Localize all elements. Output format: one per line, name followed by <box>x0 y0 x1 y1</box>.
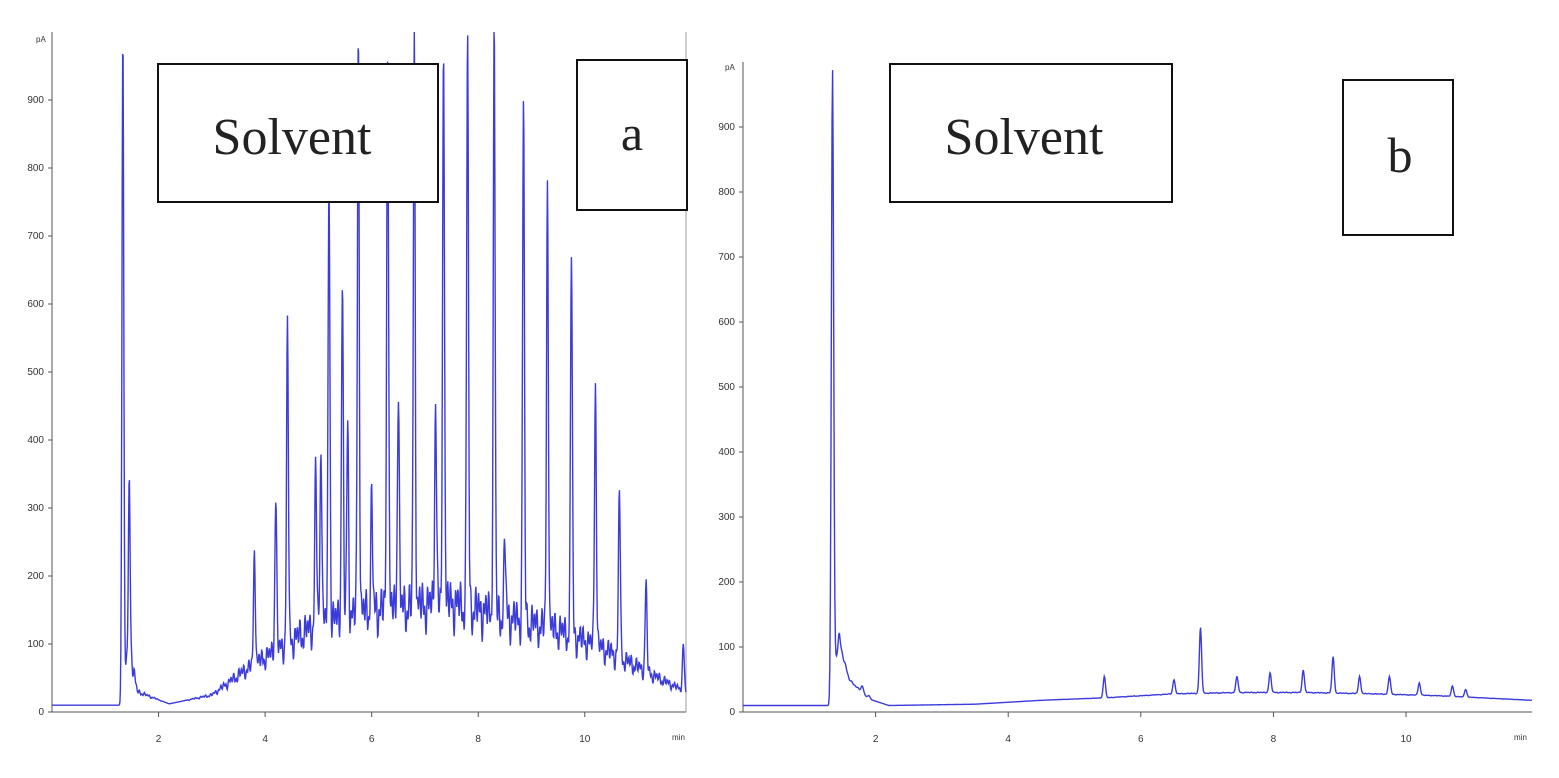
y-ticks: 0 100 200 300 400 500 600 700 800 900 <box>718 122 743 718</box>
x-ticks: 2 4 6 8 10 <box>873 712 1412 745</box>
panel-letter-box-b: b <box>1342 79 1454 236</box>
y-tick-label: 0 <box>38 707 44 718</box>
x-tick-label: 6 <box>369 734 375 745</box>
panel-letter-b: b <box>1388 127 1413 183</box>
y-tick-label: 200 <box>718 577 735 588</box>
x-unit-label: min <box>672 733 685 742</box>
y-tick-label: 900 <box>27 95 44 106</box>
x-tick-label: 8 <box>475 734 481 745</box>
x-tick-label: 10 <box>1400 734 1412 745</box>
y-tick-label: 600 <box>718 317 735 328</box>
y-tick-label: 700 <box>27 231 44 242</box>
y-ticks: 0 100 200 300 400 500 600 700 800 900 <box>27 95 52 718</box>
y-tick-label: 900 <box>718 122 735 133</box>
y-unit-label: pA <box>725 63 735 72</box>
y-tick-label: 700 <box>718 252 735 263</box>
y-unit-label: pA <box>36 35 46 44</box>
chromatogram-trace-a <box>52 31 687 706</box>
x-tick-label: 6 <box>1138 734 1144 745</box>
y-tick-label: 100 <box>718 642 735 653</box>
solvent-label-a: Solvent <box>213 109 372 166</box>
y-tick-label: 600 <box>27 299 44 310</box>
y-tick-label: 500 <box>27 367 44 378</box>
x-tick-label: 10 <box>579 734 591 745</box>
y-tick-label: 100 <box>27 639 44 650</box>
y-tick-label: 800 <box>718 187 735 198</box>
y-tick-label: 300 <box>27 503 44 514</box>
chromatogram-trace-b <box>743 70 1533 707</box>
y-tick-label: 800 <box>27 163 44 174</box>
panel-letter-box-a: a <box>576 59 688 211</box>
solvent-label-b: Solvent <box>945 109 1104 166</box>
solvent-label-box-a: Solvent <box>157 63 439 203</box>
x-tick-label: 2 <box>156 734 162 745</box>
chromatogram-panel-a: pA min 0 100 200 300 400 500 600 700 800 900 2 4 6 8… <box>27 31 688 745</box>
x-unit-label: min <box>1514 733 1527 742</box>
y-tick-label: 400 <box>27 435 44 446</box>
panel-letter-a: a <box>621 105 643 161</box>
chromatogram-panel-b: pA min 0 100 200 300 400 500 600 700 800 900 2 4 6 8… <box>718 62 1533 745</box>
y-tick-label: 0 <box>729 707 735 718</box>
x-tick-label: 4 <box>262 734 268 745</box>
x-tick-label: 4 <box>1005 734 1011 745</box>
x-tick-label: 8 <box>1271 734 1277 745</box>
y-tick-label: 300 <box>718 512 735 523</box>
x-ticks: 2 4 6 8 10 <box>156 712 591 745</box>
solvent-label-box-b: Solvent <box>889 63 1173 203</box>
y-tick-label: 400 <box>718 447 735 458</box>
y-tick-label: 200 <box>27 571 44 582</box>
y-tick-label: 500 <box>718 382 735 393</box>
x-tick-label: 2 <box>873 734 879 745</box>
